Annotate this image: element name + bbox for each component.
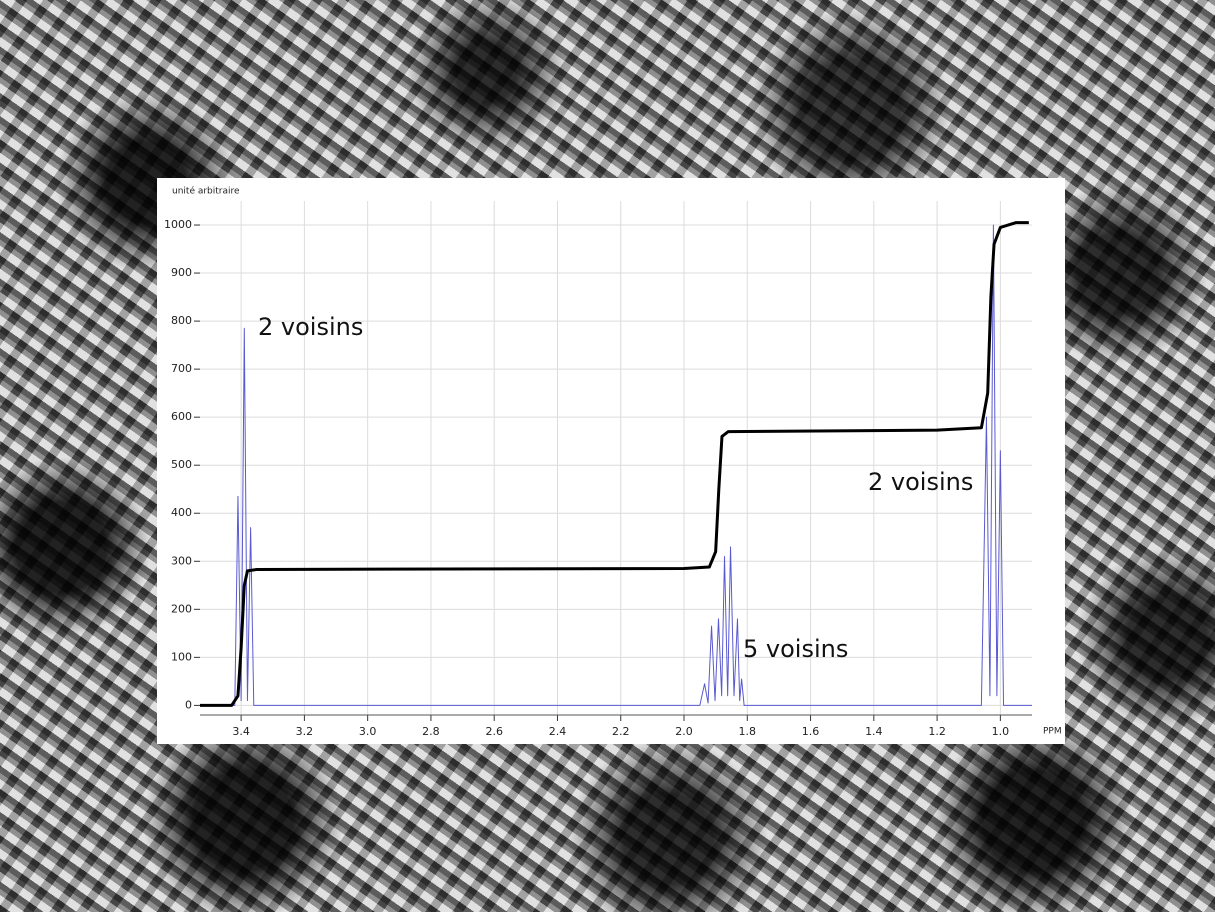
x-tick-label: 1.8 xyxy=(739,725,757,738)
y-tick-label: 800 xyxy=(171,314,192,327)
y-tick-label: 0 xyxy=(185,698,192,711)
x-tick-label: 2.2 xyxy=(612,725,630,738)
annotation: 2 voisins xyxy=(258,313,363,341)
y-tick-label: 700 xyxy=(171,362,192,375)
y-tick-label: 500 xyxy=(171,458,192,471)
annotation: 5 voisins xyxy=(743,635,848,663)
x-tick-label: 2.8 xyxy=(422,725,440,738)
y-tick-label: 900 xyxy=(171,266,192,279)
x-axis-label: PPM xyxy=(1043,727,1062,737)
page: {"chart_data": { "type": "line", "y_axis… xyxy=(0,0,1215,912)
x-tick-label: 3.2 xyxy=(296,725,314,738)
x-tick-label: 3.4 xyxy=(232,725,250,738)
chart-panel xyxy=(157,178,1065,744)
y-tick-label: 200 xyxy=(171,602,192,615)
x-tick-label: 1.2 xyxy=(928,725,946,738)
x-tick-label: 2.4 xyxy=(549,725,567,738)
annotation: 2 voisins xyxy=(868,468,973,496)
x-tick-label: 2.6 xyxy=(485,725,503,738)
x-tick-label: 2.0 xyxy=(675,725,693,738)
y-tick-label: 300 xyxy=(171,554,192,567)
y-tick-label: 400 xyxy=(171,506,192,519)
chart: unité arbitraire PPM 3.4 3.2 3.0 2.8 2.6 2.4 2… xyxy=(0,0,1215,912)
x-tick-label: 1.0 xyxy=(992,725,1010,738)
y-tick-label: 1000 xyxy=(164,218,192,231)
y-tick-label: 100 xyxy=(171,650,192,663)
y-tick-label: 600 xyxy=(171,410,192,423)
y-axis-label: unité arbitraire xyxy=(172,186,240,197)
x-tick-label: 3.0 xyxy=(359,725,377,738)
x-tick-label: 1.6 xyxy=(802,725,820,738)
x-tick-label: 1.4 xyxy=(865,725,883,738)
